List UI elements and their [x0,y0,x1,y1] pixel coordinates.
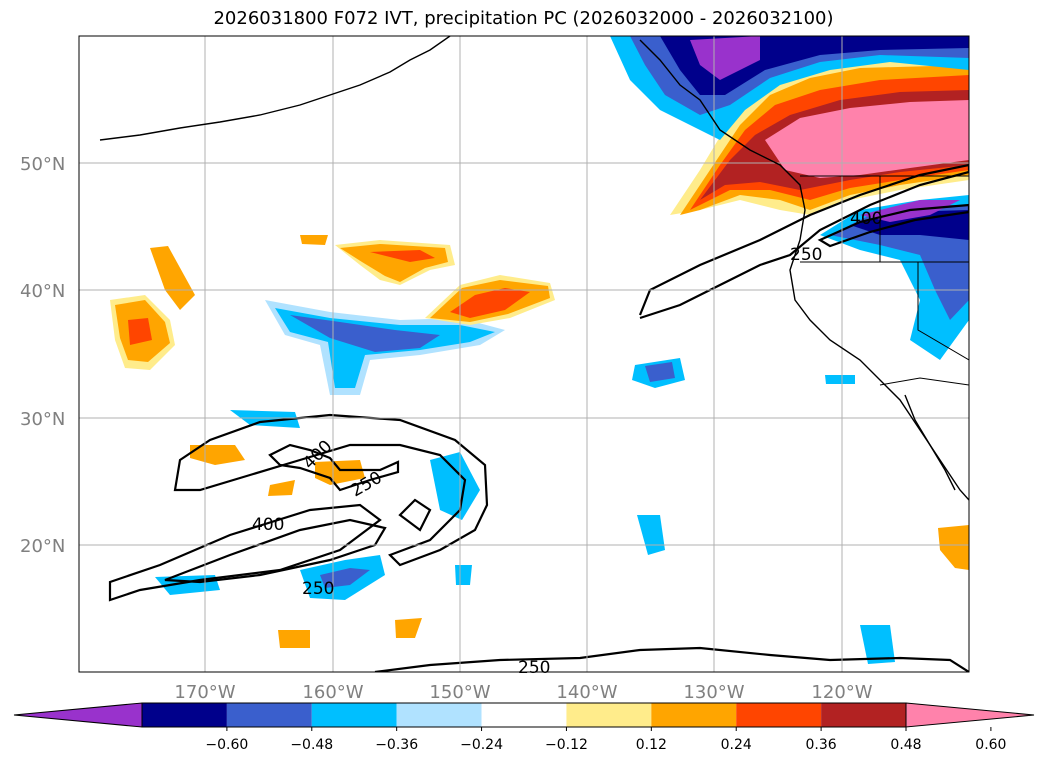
lat-label-20n: 20°N [20,536,65,557]
contour-label: 400 [850,209,882,229]
neg-s1 [230,410,300,428]
neg-s7 [860,625,895,664]
neg-band-north-purple [690,36,760,80]
pos-w4 [190,445,245,465]
contour-label: 250 [302,579,334,599]
lon-label-150w: 150°W [429,682,490,703]
colorbar-tick-label: −0.12 [545,737,588,753]
contour-400-central [164,518,387,584]
colorbar-extend-min [13,702,143,728]
contour-250-pnw [638,163,969,320]
colorbar-tick-label: −0.60 [205,737,248,753]
pos-west2 [150,246,195,310]
colorbar-swatch [566,703,652,727]
colorbar-tick-label: −0.48 [290,737,333,753]
colorbar-tick-label: 0.12 [636,737,667,753]
pos-mid-red [370,250,435,262]
colorbar-tick-label: 0.48 [890,737,921,753]
contour-label: 250 [518,658,550,678]
state-nv-ca [917,262,969,361]
colorbar-swatch [481,703,567,727]
pos-se [938,525,969,570]
colorbar-swatch [651,703,737,727]
colorbar-swatch [736,703,822,727]
neg-mid-blue [290,315,440,352]
west-coast [639,39,969,501]
colorbar-swatch [821,703,906,727]
lon-label-160w: 160°W [302,682,363,703]
colorbar-tick-label: −0.24 [460,737,503,753]
neg-s8 [455,565,472,585]
contour-label: 400 [252,515,284,535]
lat-label-50n: 50°N [20,154,65,175]
colorbar-swatch [311,703,397,727]
pos-w7 [278,630,310,648]
pos-w8 [395,618,422,638]
pos-band-nw-pink [765,100,969,178]
graticule [79,36,969,672]
neg-s9 [825,375,855,384]
neg-s2 [430,452,480,520]
neg-s5-blue [645,362,675,382]
contour-400-north [268,443,400,492]
colorbar-tick-label: −0.36 [375,737,418,753]
pos-w6 [268,480,295,496]
colorbar-outline [141,702,907,728]
lon-label-130w: 130°W [683,682,744,703]
colorbar-swatch [226,703,312,727]
colorbar-tick-label: 0.60 [975,737,1006,753]
colorbar-extend-max [905,702,1035,728]
alaska-coast [99,36,451,141]
pos-w5 [315,460,365,485]
pos-w3 [300,235,328,245]
us-mexico-border [879,377,969,386]
colorbar-swatch [396,703,482,727]
colorbar-tick-label: 0.36 [806,737,837,753]
contour-250-south [374,646,969,672]
map-title: 2026031800 F072 IVT, precipitation PC (2… [213,8,834,29]
contour-label: 250 [790,245,822,265]
contour-400-small [398,498,432,532]
pos-mid2-red [450,288,530,318]
lat-label-30n: 30°N [20,409,65,430]
borders [800,175,969,386]
pos-west1-red [128,318,152,345]
coastlines [99,36,969,501]
contour-400-pnw [817,203,969,248]
lat-label-40n: 40°N [20,281,65,302]
colorbar: −0.60 −0.48 −0.36 −0.24 −0.12 0.12 0.24 0.36 0.4… [13,702,1035,753]
colorbar-swatch [142,703,227,727]
colorbar-tick-label: 0.24 [721,737,752,753]
lon-label-170w: 170°W [174,682,235,703]
map-fields [110,36,969,664]
contour-250-central [108,503,382,602]
lon-label-140w: 140°W [556,682,617,703]
baja-coast [904,394,956,491]
ivt-contours [108,163,969,672]
lon-label-120w: 120°W [811,682,872,703]
map-frame [78,35,970,673]
